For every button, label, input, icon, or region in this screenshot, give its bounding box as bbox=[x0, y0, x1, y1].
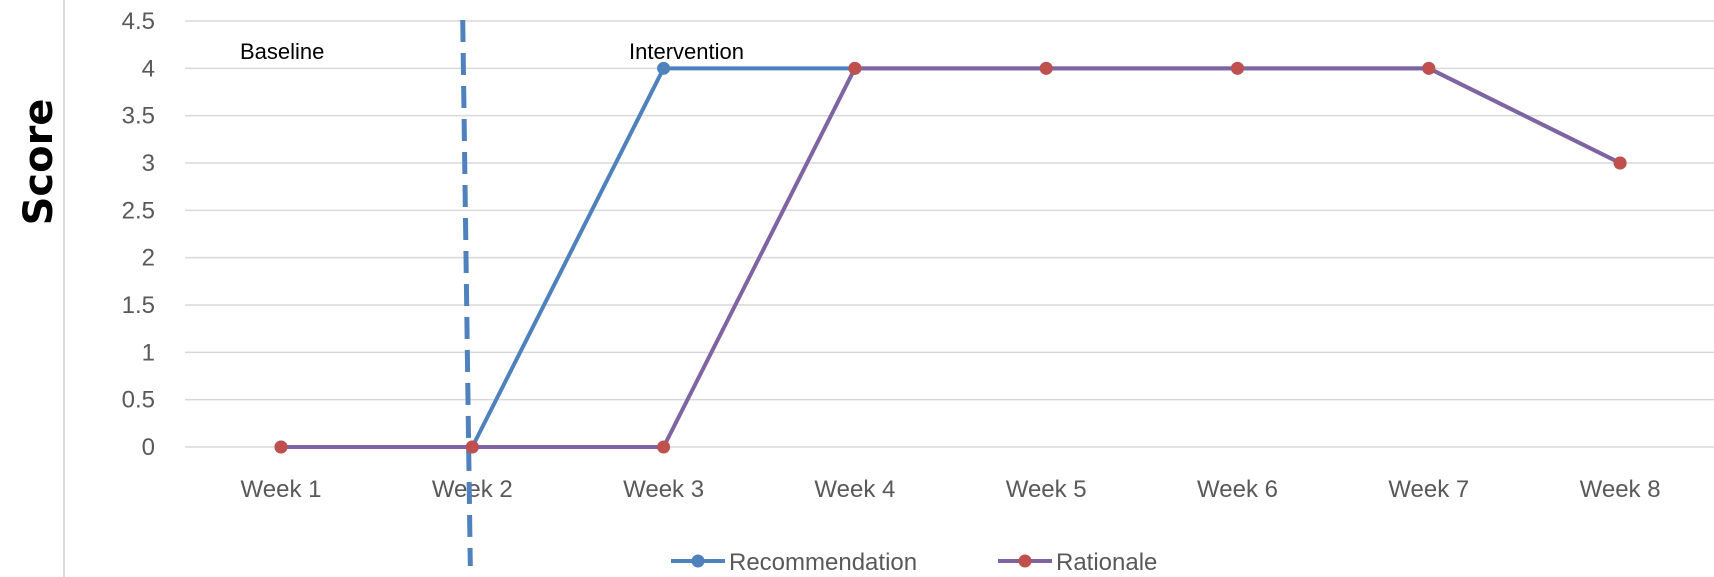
series-markers bbox=[274, 61, 1627, 454]
y-tick-label: 2.5 bbox=[122, 197, 155, 224]
x-tick-label: Week 4 bbox=[814, 476, 895, 503]
data-point-recommendation bbox=[657, 61, 671, 75]
gridlines bbox=[185, 20, 1714, 448]
x-tick-label: Week 5 bbox=[1006, 476, 1087, 503]
data-point-rationale bbox=[465, 440, 479, 454]
phase-change-line bbox=[460, 19, 473, 567]
y-tick-label: 0 bbox=[142, 434, 155, 461]
x-tick-label: Week 6 bbox=[1197, 476, 1278, 503]
y-tick-label: 3.5 bbox=[122, 103, 155, 130]
y-tick-labels: 0 0.5 1 1.5 2 2.5 3 3.5 4 4.5 bbox=[122, 8, 155, 461]
legend-swatch-marker bbox=[691, 554, 705, 568]
x-tick-label: Week 8 bbox=[1580, 476, 1661, 503]
phase-change-marker bbox=[460, 19, 473, 567]
y-tick-label: 1.5 bbox=[122, 292, 155, 319]
y-tick-label: 0.5 bbox=[122, 387, 155, 414]
legend-item-rationale: Rationale bbox=[998, 549, 1157, 576]
y-tick-label: 2 bbox=[142, 245, 155, 272]
data-point-rationale bbox=[1039, 61, 1053, 75]
data-point-rationale bbox=[274, 440, 288, 454]
y-tick-label: 1 bbox=[142, 339, 155, 366]
y-tick-label: 3 bbox=[142, 150, 155, 177]
x-tick-label: Week 2 bbox=[432, 476, 513, 503]
legend-label: Rationale bbox=[1056, 549, 1157, 576]
x-tick-label: Week 1 bbox=[241, 476, 322, 503]
x-tick-labels: Week 1 Week 2 Week 3 Week 4 Week 5 Week 6 Week… bbox=[241, 476, 1661, 503]
y-axis-label: Score bbox=[16, 99, 62, 226]
legend-label: Recommendation bbox=[729, 549, 917, 576]
baseline-label: Baseline bbox=[240, 39, 324, 64]
x-tick-label: Week 7 bbox=[1388, 476, 1469, 503]
legend: Recommendation Rationale bbox=[671, 549, 1157, 576]
legend-item-recommendation: Recommendation bbox=[671, 549, 917, 576]
intervention-label: Intervention bbox=[629, 39, 744, 64]
data-point-rationale bbox=[1231, 61, 1244, 75]
series-lines bbox=[279, 66, 1623, 449]
series-line-rationale bbox=[279, 66, 1623, 449]
x-tick-label: Week 3 bbox=[623, 476, 704, 503]
y-tick-label: 4 bbox=[142, 55, 155, 82]
data-point-rationale bbox=[657, 440, 671, 454]
data-point-rationale bbox=[1613, 156, 1627, 170]
legend-swatch-marker bbox=[1018, 554, 1032, 568]
y-tick-label: 4.5 bbox=[122, 8, 155, 35]
data-point-rationale bbox=[1422, 61, 1436, 75]
data-point-rationale bbox=[848, 61, 862, 75]
